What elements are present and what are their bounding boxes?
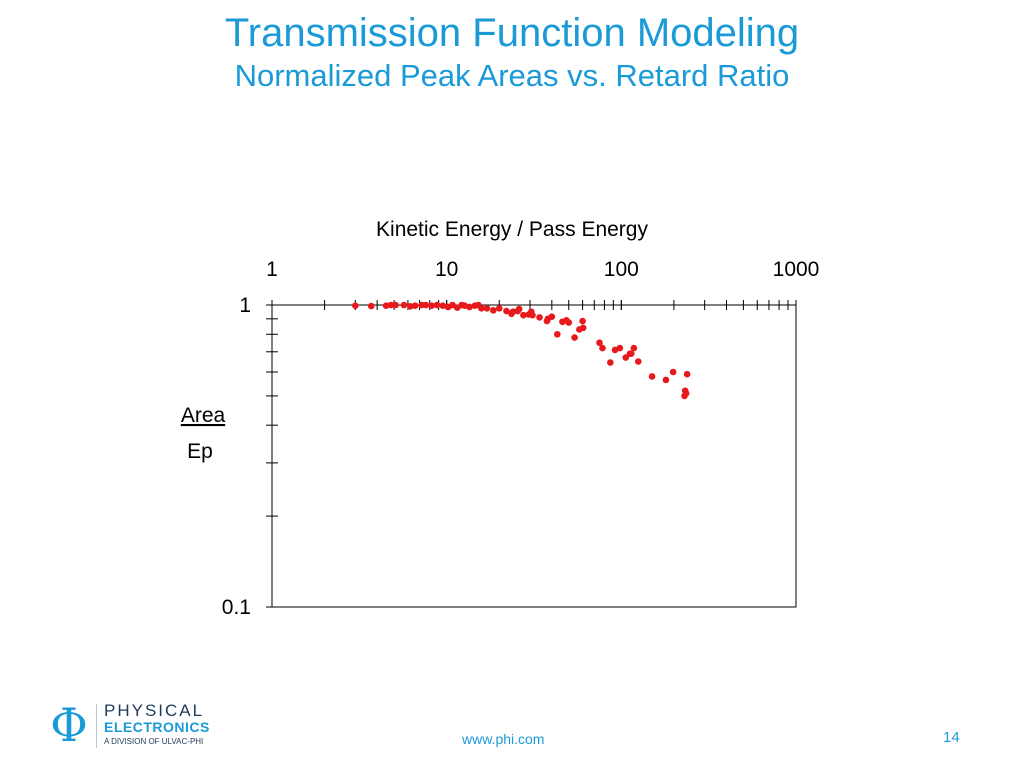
slide-subtitle: Normalized Peak Areas vs. Retard Ratio [234, 58, 790, 93]
data-points [352, 301, 691, 400]
x-tick-label: 100 [604, 258, 639, 281]
footer-url-link[interactable]: www.phi.com [462, 731, 545, 747]
data-point [483, 305, 491, 312]
data-point [428, 302, 435, 309]
data-point [630, 344, 638, 352]
data-point [411, 302, 419, 309]
data-point [529, 311, 536, 319]
slide-title: Transmission Function Modeling [224, 11, 800, 55]
scatter-chart: Kinetic Energy / Pass Energy Area Ep 1 10… [181, 218, 820, 619]
data-point [503, 307, 510, 315]
logo-divider [96, 704, 97, 748]
data-point [571, 334, 578, 341]
logo-text-division: A DIVISION OF ULVAC-PHI [104, 737, 204, 746]
physical-electronics-logo: Φ PHYSICAL ELECTRONICS A DIVISION OF ULV… [46, 700, 236, 750]
y-tick-label: 0.1 [222, 596, 251, 619]
y-axis-label-ep: Ep [187, 440, 213, 463]
data-point [599, 344, 606, 352]
data-point [382, 302, 390, 309]
y-tick-label: 1 [239, 294, 251, 317]
data-point [515, 305, 523, 313]
data-point [490, 307, 497, 314]
data-point [565, 319, 573, 326]
data-point [422, 301, 430, 309]
y-tick-labels: 10.1 [222, 294, 251, 619]
data-point [439, 302, 447, 309]
plot-frame [271, 304, 797, 608]
data-point [662, 376, 670, 384]
x-axis-label: Kinetic Energy / Pass Energy [376, 218, 648, 241]
x-tick-label: 10 [435, 258, 458, 281]
y-ticks [266, 304, 278, 608]
x-tick-label: 1 [266, 258, 278, 281]
x-tick-label: 1000 [773, 258, 820, 281]
data-point [536, 314, 543, 321]
data-point [392, 301, 399, 309]
data-point [579, 324, 587, 332]
data-point [596, 339, 603, 347]
data-point [352, 302, 359, 309]
x-tick-labels: 1 10 100 1000 [266, 258, 819, 281]
data-point [466, 303, 473, 311]
logo-text-physical: PHYSICAL [104, 701, 205, 720]
phi-logo-icon: Φ [50, 698, 88, 752]
data-point [616, 344, 624, 352]
data-point [622, 354, 630, 361]
data-point [400, 301, 408, 309]
data-point [669, 368, 677, 376]
data-point [683, 370, 691, 378]
data-point [548, 313, 556, 320]
page-number: 14 [943, 729, 960, 746]
data-point [627, 350, 635, 357]
data-point [579, 317, 586, 325]
data-point [367, 302, 375, 310]
data-point [634, 358, 642, 365]
logo-text-electronics: ELECTRONICS [104, 719, 210, 735]
data-point [478, 305, 485, 312]
data-point [520, 311, 527, 319]
data-point [387, 301, 395, 309]
data-point [648, 373, 656, 380]
data-point [433, 301, 441, 309]
data-point [554, 330, 561, 338]
y-axis-label-area: Area [181, 404, 226, 427]
data-point [495, 305, 503, 312]
data-point [607, 359, 614, 366]
data-point [682, 390, 690, 397]
